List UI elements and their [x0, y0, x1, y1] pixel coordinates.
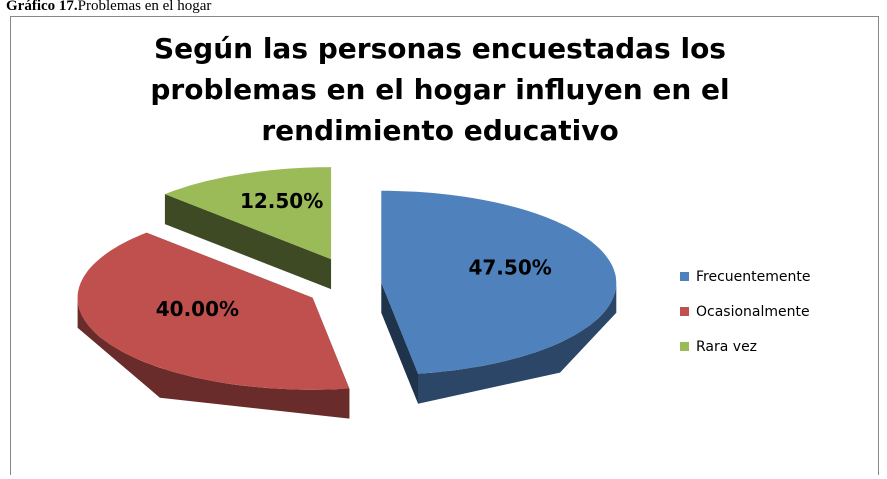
data-label: 12.50% [240, 189, 323, 213]
slice [381, 190, 617, 374]
data-label: 40.00% [156, 297, 239, 321]
slice-side [381, 282, 419, 404]
slice-side [164, 194, 332, 290]
slice-side [77, 297, 350, 419]
slice-side [418, 282, 617, 404]
chart-title: problemas en el hogar influyen en el [150, 73, 729, 106]
legend-label: Ocasionalmente [696, 304, 810, 320]
caption: Gráfico 17.Problemas en el hogar [6, 0, 211, 14]
caption-text: Problemas en el hogar [78, 0, 212, 14]
legend-swatch [680, 307, 689, 316]
chart-title: Según las personas encuestadas los [154, 32, 726, 65]
legend-label: Rara vez [696, 339, 757, 355]
chart-title: rendimiento educativo [261, 114, 618, 147]
legend-swatch [680, 342, 689, 351]
slice [77, 232, 350, 390]
legend-label: Frecuentemente [696, 269, 810, 285]
slice [164, 167, 332, 260]
caption-label: Gráfico 17. [6, 0, 78, 14]
legend-swatch [680, 272, 689, 281]
data-label: 47.50% [468, 255, 551, 279]
